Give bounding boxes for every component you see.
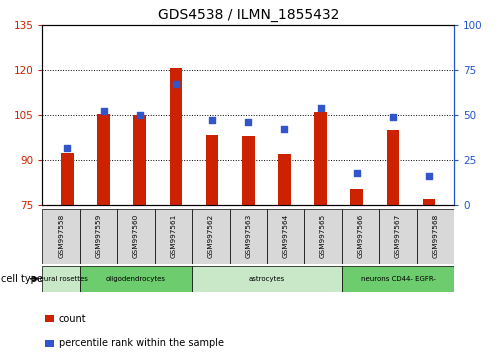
Bar (80, 266, 192, 292)
Bar (97, 114, 110, 205)
Bar (61, 153, 74, 205)
Point (63, 145, 71, 150)
Text: GSM997563: GSM997563 (245, 214, 251, 258)
Bar (230, 209, 267, 264)
Bar (342, 209, 379, 264)
Bar (42, 209, 80, 264)
Point (425, 173, 433, 179)
Bar (170, 68, 182, 205)
Bar (423, 199, 435, 205)
Point (208, 118, 216, 123)
Bar (242, 136, 254, 205)
Point (100, 109, 108, 114)
Text: cell type: cell type (1, 274, 43, 284)
Bar (417, 209, 454, 264)
Point (280, 127, 288, 132)
Bar (314, 112, 327, 205)
Text: GSM997560: GSM997560 (133, 214, 139, 258)
Bar (304, 209, 342, 264)
Bar (133, 115, 146, 205)
Bar (278, 154, 291, 205)
Text: GSM997564: GSM997564 (282, 214, 289, 258)
Bar (267, 209, 304, 264)
Bar (350, 189, 363, 205)
Text: GSM997565: GSM997565 (320, 214, 326, 258)
Point (172, 81, 180, 87)
Text: GSM997561: GSM997561 (170, 214, 177, 258)
Text: count: count (59, 314, 86, 324)
Bar (192, 266, 342, 292)
Text: neural rosettes: neural rosettes (35, 276, 87, 282)
Point (316, 105, 324, 111)
Bar (206, 135, 219, 205)
Text: astrocytes: astrocytes (249, 276, 285, 282)
Point (244, 119, 252, 125)
Text: GSM997562: GSM997562 (208, 214, 214, 258)
Text: oligodendrocytes: oligodendrocytes (106, 276, 166, 282)
Bar (192, 209, 230, 264)
Bar (387, 130, 399, 205)
Bar (379, 209, 417, 264)
Bar (342, 266, 454, 292)
Point (389, 114, 397, 120)
Bar (80, 209, 117, 264)
Title: GDS4538 / ILMN_1855432: GDS4538 / ILMN_1855432 (158, 8, 339, 22)
Text: GSM997559: GSM997559 (95, 214, 102, 258)
Text: GSM997566: GSM997566 (357, 214, 364, 258)
Point (136, 112, 144, 118)
Point (353, 170, 361, 176)
Bar (155, 209, 192, 264)
Text: GSM997568: GSM997568 (432, 214, 439, 258)
Bar (117, 209, 155, 264)
Bar (42, 266, 80, 292)
Text: percentile rank within the sample: percentile rank within the sample (59, 338, 224, 348)
Text: GSM997558: GSM997558 (58, 214, 64, 258)
Text: neurons CD44- EGFR-: neurons CD44- EGFR- (360, 276, 436, 282)
Text: GSM997567: GSM997567 (395, 214, 401, 258)
